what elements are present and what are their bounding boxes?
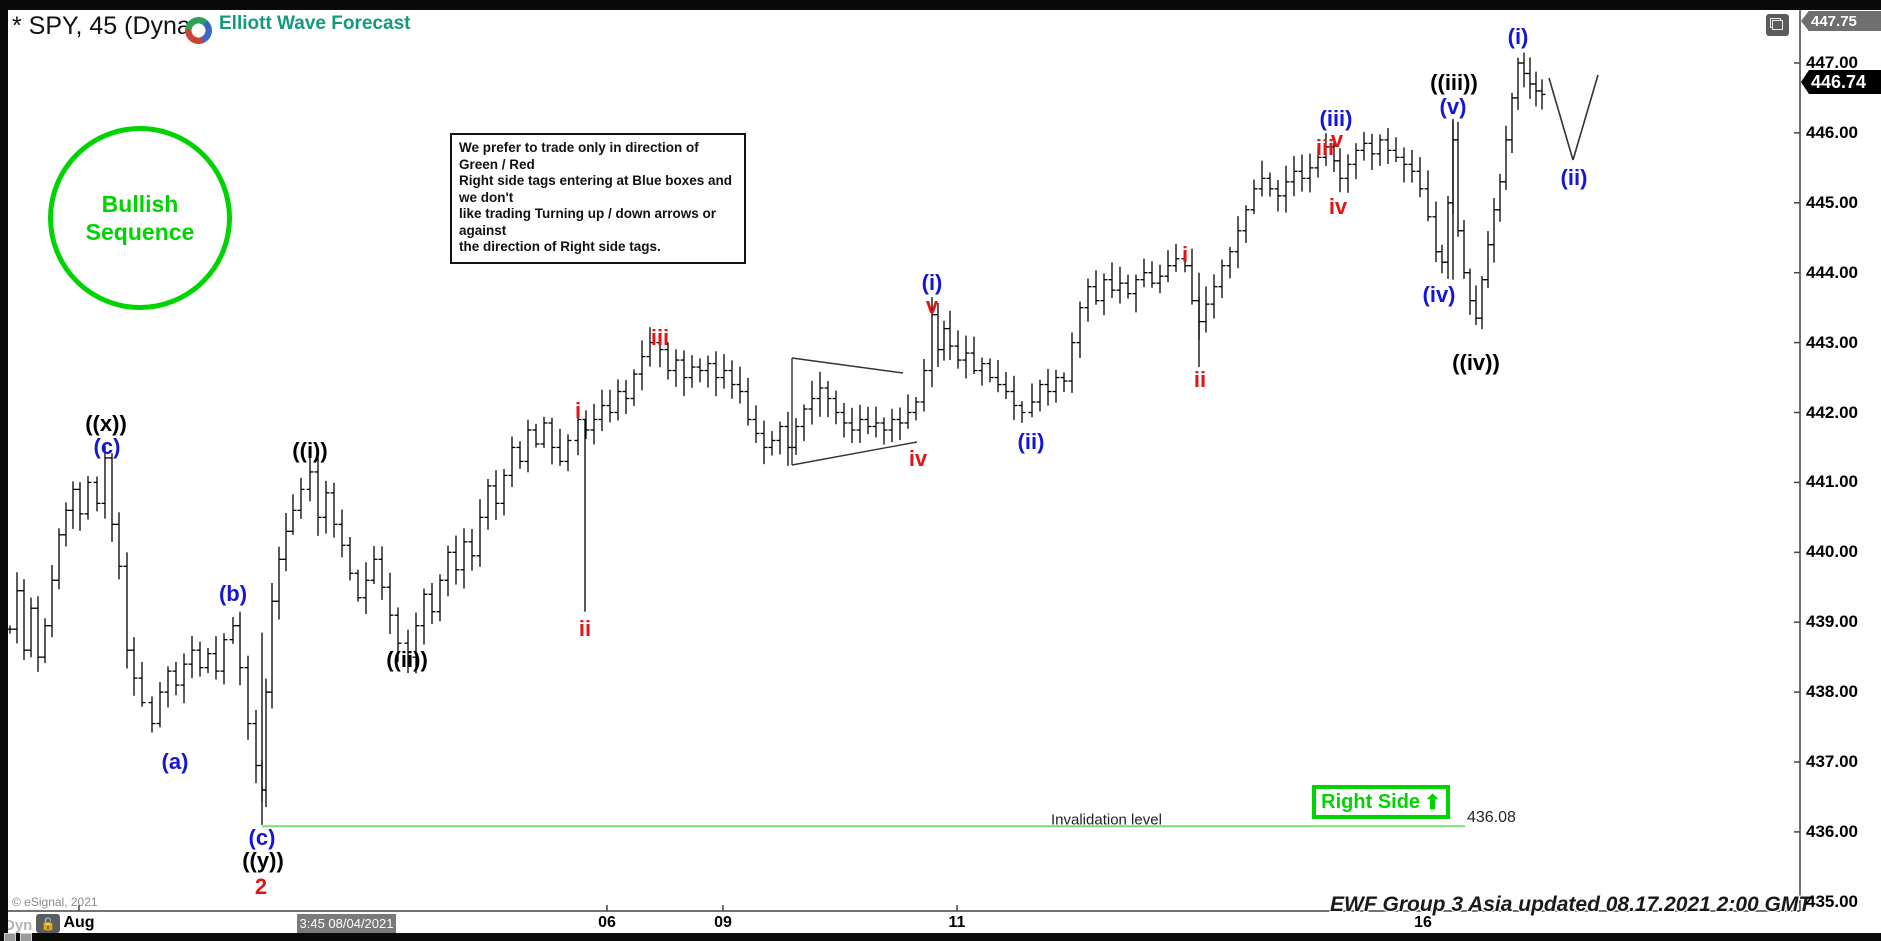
ewf-swirl-icon bbox=[185, 17, 212, 44]
price-tick-label: 437.00 bbox=[1806, 752, 1858, 771]
triangle-trendline bbox=[791, 441, 918, 466]
bullish-line2: Sequence bbox=[85, 219, 195, 245]
window-restore-icon[interactable] bbox=[1766, 14, 1789, 36]
session-high-price-tag: 447.75 bbox=[1801, 11, 1881, 31]
top-window-border bbox=[0, 0, 1881, 10]
note-line: like trading Turning up / down arrows or… bbox=[459, 206, 717, 238]
esignal-copyright: © eSignal, 2021 bbox=[12, 895, 98, 909]
price-tick-label: 444.00 bbox=[1806, 262, 1858, 282]
invalidation-level-label: Invalidation level bbox=[1051, 811, 1162, 829]
price-tick-label: 445.00 bbox=[1806, 192, 1858, 212]
bullish-sequence-badge: Bullish Sequence bbox=[48, 126, 232, 310]
up-arrow-icon: ⬆ bbox=[1424, 791, 1441, 814]
right-side-tag: Right Side ⬆ bbox=[1312, 785, 1450, 819]
triangle-trendline bbox=[791, 357, 904, 374]
price-tick-label: 443.00 bbox=[1806, 332, 1858, 352]
bottom-window-border bbox=[0, 933, 1881, 941]
time-tick-label: 11 bbox=[948, 914, 966, 931]
price-tick-label: 439.00 bbox=[1806, 612, 1858, 632]
price-tick-label: 442.00 bbox=[1806, 402, 1858, 422]
price-tick-label: 438.00 bbox=[1806, 682, 1858, 702]
note-line: Right side tags entering at Blue boxes a… bbox=[459, 173, 733, 205]
taskbar-mini-icon[interactable] bbox=[20, 933, 32, 941]
time-tick-label: 09 bbox=[714, 914, 732, 931]
dyn-mode-label: Dyn bbox=[4, 917, 33, 934]
projection-path-line bbox=[1572, 74, 1599, 161]
trading-note-box: We prefer to trade only in direction of … bbox=[450, 133, 746, 264]
right-side-label: Right Side bbox=[1321, 790, 1421, 813]
price-tick-label: 440.00 bbox=[1806, 542, 1858, 562]
time-tick-label: 16 bbox=[1414, 914, 1432, 931]
note-line: We prefer to trade only in direction of … bbox=[459, 140, 699, 172]
projection-path-line bbox=[1548, 77, 1574, 161]
taskbar-mini-icon[interactable] bbox=[4, 933, 16, 941]
price-tick-label: 447.00 bbox=[1806, 53, 1858, 72]
note-line: the direction of Right side tags. bbox=[459, 239, 661, 254]
price-tick-label: 446.00 bbox=[1806, 122, 1858, 142]
ewf-logo-text: Elliott Wave Forecast bbox=[219, 13, 411, 34]
invalidation-level-value: 436.08 bbox=[1467, 809, 1516, 826]
bullish-line1: Bullish bbox=[101, 191, 179, 217]
chart-title: * SPY, 45 (Dynar bbox=[12, 12, 200, 40]
price-tick-label: 436.00 bbox=[1806, 821, 1858, 841]
time-tick-label: Aug bbox=[63, 914, 95, 931]
session-datetime-tag[interactable]: 3:45 08/04/2021 bbox=[297, 914, 396, 933]
padlock-icon[interactable]: 🔓 bbox=[36, 914, 60, 933]
time-tick-label: 06 bbox=[598, 914, 616, 931]
left-window-border bbox=[0, 0, 8, 941]
last-price-tag: 446.74 bbox=[1801, 70, 1881, 94]
ewf-watermark: EWF Group 3 Asia updated 08.17.2021 2:00… bbox=[1330, 893, 1812, 916]
price-tick-label: 435.00 bbox=[1806, 891, 1858, 911]
price-tick-label: 441.00 bbox=[1806, 472, 1858, 492]
